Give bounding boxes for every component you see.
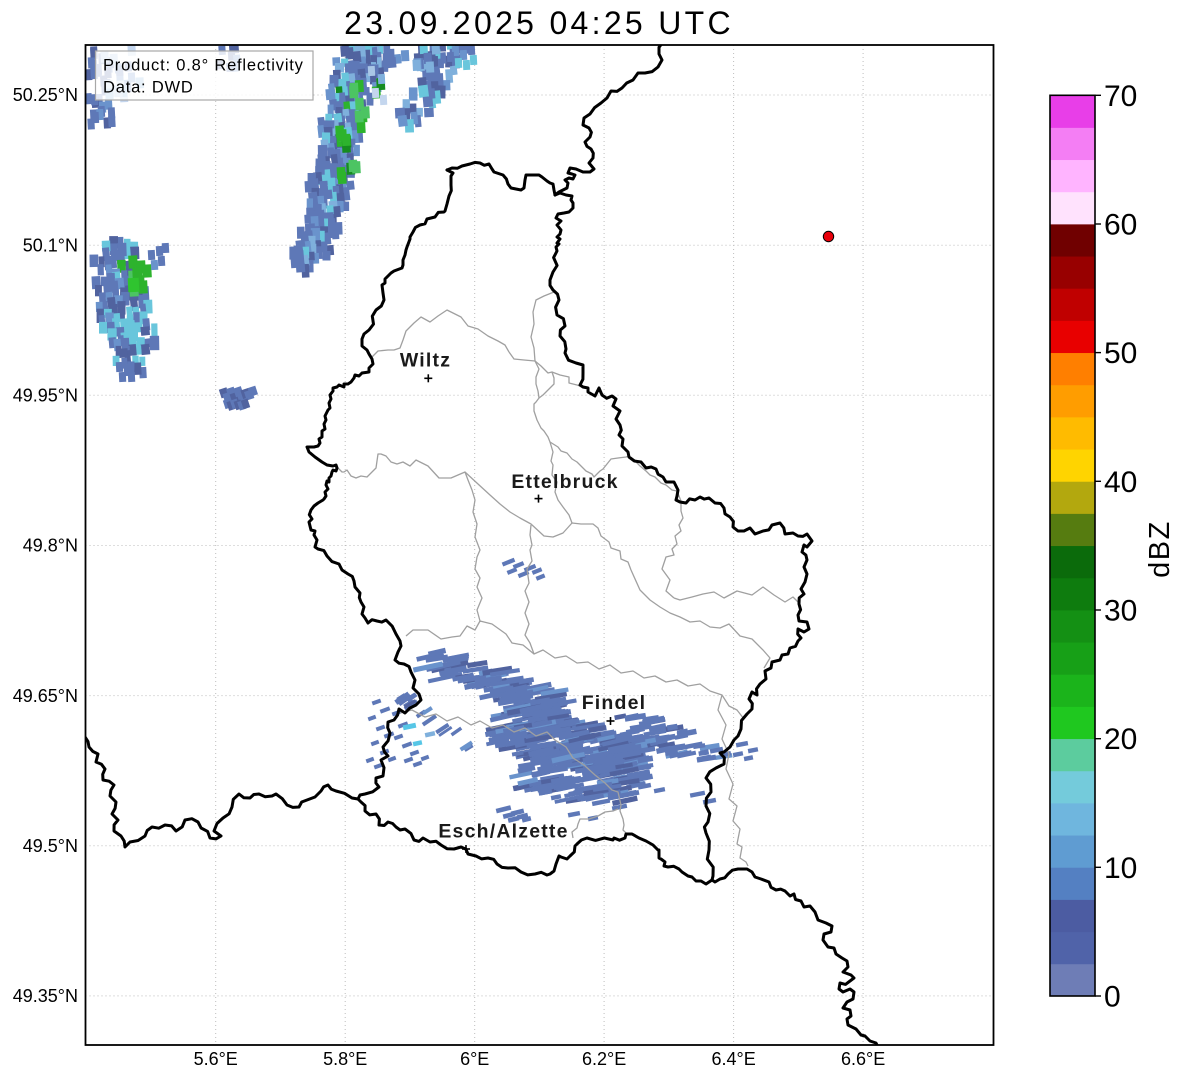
svg-text:50.25°N: 50.25°N <box>13 85 78 105</box>
svg-text:dBZ: dBZ <box>1144 520 1176 578</box>
svg-text:Ettelbruck: Ettelbruck <box>511 471 618 493</box>
svg-text:30: 30 <box>1104 595 1137 628</box>
svg-text:23.09.2025 04:25 UTC: 23.09.2025 04:25 UTC <box>344 5 734 41</box>
svg-text:Findel: Findel <box>582 692 647 714</box>
svg-text:0: 0 <box>1104 981 1121 1014</box>
svg-text:5.8°E: 5.8°E <box>323 1049 367 1069</box>
svg-text:49.65°N: 49.65°N <box>13 686 78 706</box>
svg-text:Wiltz: Wiltz <box>400 350 451 372</box>
svg-text:49.35°N: 49.35°N <box>13 986 78 1006</box>
svg-text:5.6°E: 5.6°E <box>194 1049 238 1069</box>
svg-text:6.6°E: 6.6°E <box>841 1049 885 1069</box>
svg-text:10: 10 <box>1104 852 1137 885</box>
svg-text:49.95°N: 49.95°N <box>13 386 78 406</box>
svg-text:49.8°N: 49.8°N <box>23 536 78 556</box>
svg-text:Data: DWD: Data: DWD <box>103 79 194 97</box>
svg-text:6°E: 6°E <box>460 1049 489 1069</box>
svg-text:Product: 0.8° Reflectivity: Product: 0.8° Reflectivity <box>103 57 304 75</box>
svg-text:40: 40 <box>1104 466 1137 499</box>
svg-text:60: 60 <box>1104 209 1137 242</box>
svg-text:70: 70 <box>1104 80 1137 113</box>
svg-text:20: 20 <box>1104 723 1137 756</box>
svg-text:Esch/Alzette: Esch/Alzette <box>438 821 568 843</box>
svg-text:50.1°N: 50.1°N <box>23 235 78 255</box>
svg-text:50: 50 <box>1104 337 1137 370</box>
svg-text:6.2°E: 6.2°E <box>582 1049 626 1069</box>
svg-text:6.4°E: 6.4°E <box>711 1049 755 1069</box>
svg-text:49.5°N: 49.5°N <box>23 836 78 856</box>
